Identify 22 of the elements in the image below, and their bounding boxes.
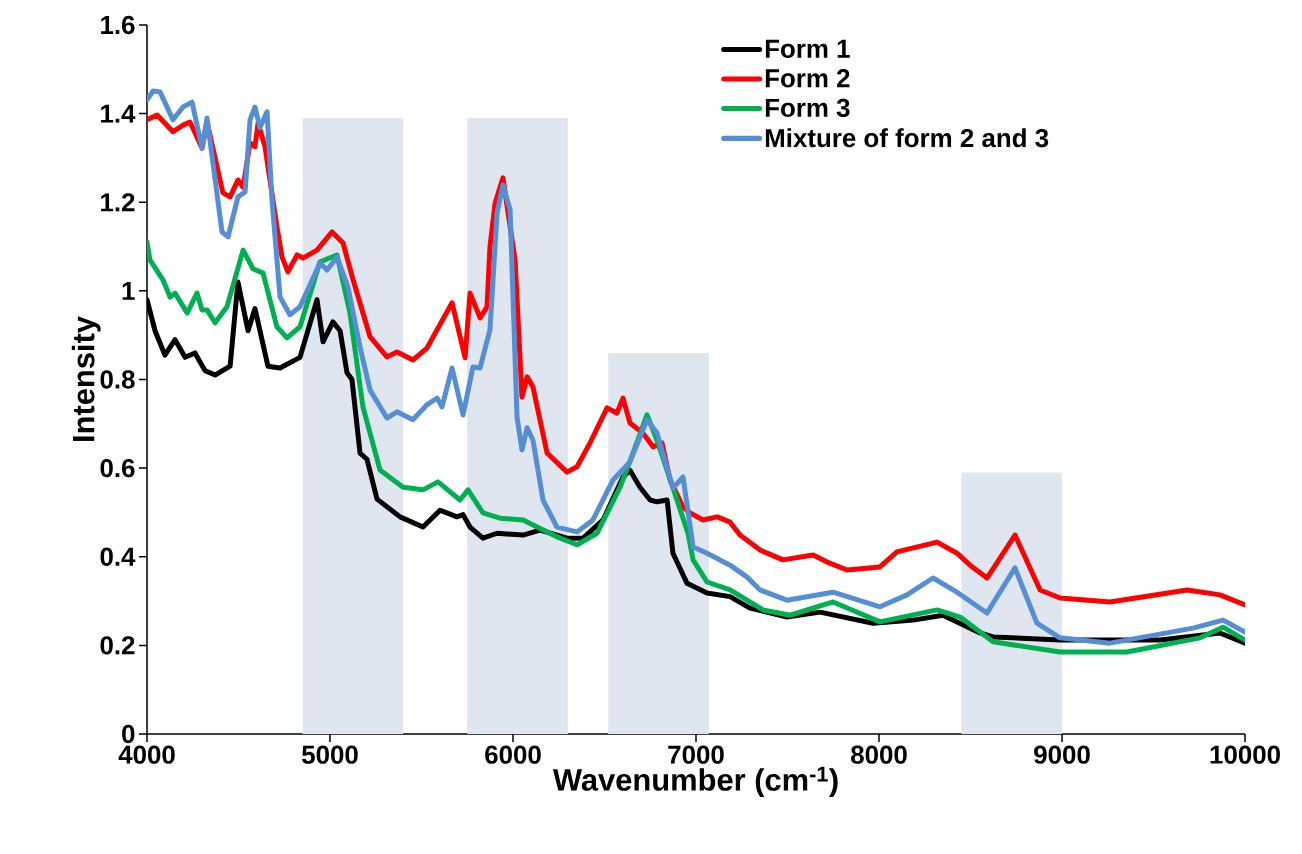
x-tick-label: 5000 xyxy=(301,745,358,764)
y-tick-label: 1.6 xyxy=(101,15,135,35)
y-axis-title: Intensity xyxy=(71,316,101,441)
x-tick-label: 4000 xyxy=(118,745,175,764)
y-tick-label: 0 xyxy=(122,724,135,744)
legend-label: Form 3 xyxy=(765,98,850,118)
legend-label: Form 1 xyxy=(765,39,850,58)
x-tick-label: 7000 xyxy=(668,745,724,764)
y-tick-label: 0.2 xyxy=(100,636,135,655)
y-tick-label: 0.8 xyxy=(100,370,135,389)
legend-label: Form 2 xyxy=(765,69,850,88)
x-tick-label: 10000 xyxy=(1210,745,1280,764)
x-tick-label: 6000 xyxy=(485,745,541,764)
y-tick-label: 1.2 xyxy=(101,193,135,212)
x-tick-label: 8000 xyxy=(851,745,907,764)
y-tick-label: 0.4 xyxy=(100,547,136,566)
y-tick-label: 0.6 xyxy=(100,458,135,478)
x-axis-title: Wavenumber (cm$^{-1}$) xyxy=(552,766,838,797)
y-tick-label: 1 xyxy=(122,281,135,300)
y-tick-label: 1.4 xyxy=(101,104,136,123)
x-tick-label: 9000 xyxy=(1034,745,1090,764)
legend-label: Mixture of form 2 and 3 xyxy=(765,128,1049,148)
